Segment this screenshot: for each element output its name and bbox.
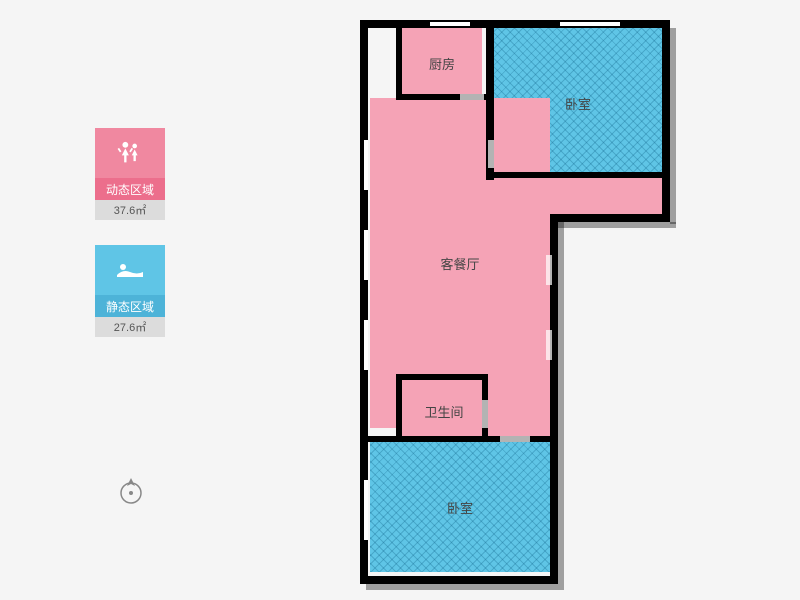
door bbox=[488, 140, 494, 168]
legend-dynamic-label: 动态区域 bbox=[95, 178, 165, 200]
wall bbox=[360, 20, 670, 28]
wall bbox=[396, 374, 402, 442]
door bbox=[482, 400, 488, 428]
legend-static-value: 27.6㎡ bbox=[95, 317, 165, 337]
compass-icon bbox=[116, 476, 146, 506]
legend-panel: 动态区域 37.6㎡ 静态区域 27.6㎡ bbox=[95, 128, 167, 362]
door bbox=[546, 255, 552, 285]
legend-static-label: 静态区域 bbox=[95, 295, 165, 317]
legend-dynamic-value: 37.6㎡ bbox=[95, 200, 165, 220]
room-corridor bbox=[486, 380, 550, 442]
room-living-ext bbox=[494, 177, 662, 217]
wall-shadow bbox=[670, 28, 676, 224]
wall bbox=[396, 374, 486, 380]
wall-shadow bbox=[558, 222, 564, 584]
wall-shadow bbox=[366, 584, 564, 590]
floorplan: 厨房卧室客餐厅卫生间卧室 bbox=[340, 10, 680, 590]
window bbox=[560, 22, 620, 26]
door bbox=[460, 94, 484, 100]
window bbox=[364, 140, 368, 190]
door bbox=[546, 330, 552, 360]
wall bbox=[550, 214, 670, 222]
room-bathroom: 卫生间 bbox=[402, 380, 486, 442]
legend-static-icon bbox=[95, 245, 165, 295]
legend-static: 静态区域 27.6㎡ bbox=[95, 245, 167, 337]
room-label: 卫生间 bbox=[424, 402, 463, 421]
wall bbox=[486, 172, 666, 178]
legend-dynamic-icon bbox=[95, 128, 165, 178]
window bbox=[364, 230, 368, 280]
room-label: 卧室 bbox=[447, 498, 473, 517]
room-bedroom2: 卧室 bbox=[370, 442, 550, 572]
room-kitchen: 厨房 bbox=[402, 28, 482, 98]
room-label: 厨房 bbox=[429, 54, 455, 73]
wall bbox=[662, 20, 670, 222]
people-icon bbox=[116, 139, 144, 167]
wall bbox=[360, 576, 558, 584]
wall bbox=[396, 20, 402, 100]
door bbox=[500, 436, 530, 442]
wall-shadow bbox=[558, 222, 676, 228]
legend-dynamic: 动态区域 37.6㎡ bbox=[95, 128, 167, 220]
room-label: 卧室 bbox=[565, 94, 591, 113]
window bbox=[364, 320, 368, 370]
room-label: 客餐厅 bbox=[440, 254, 479, 273]
window bbox=[364, 480, 368, 540]
sleep-icon bbox=[115, 259, 145, 281]
window bbox=[430, 22, 470, 26]
